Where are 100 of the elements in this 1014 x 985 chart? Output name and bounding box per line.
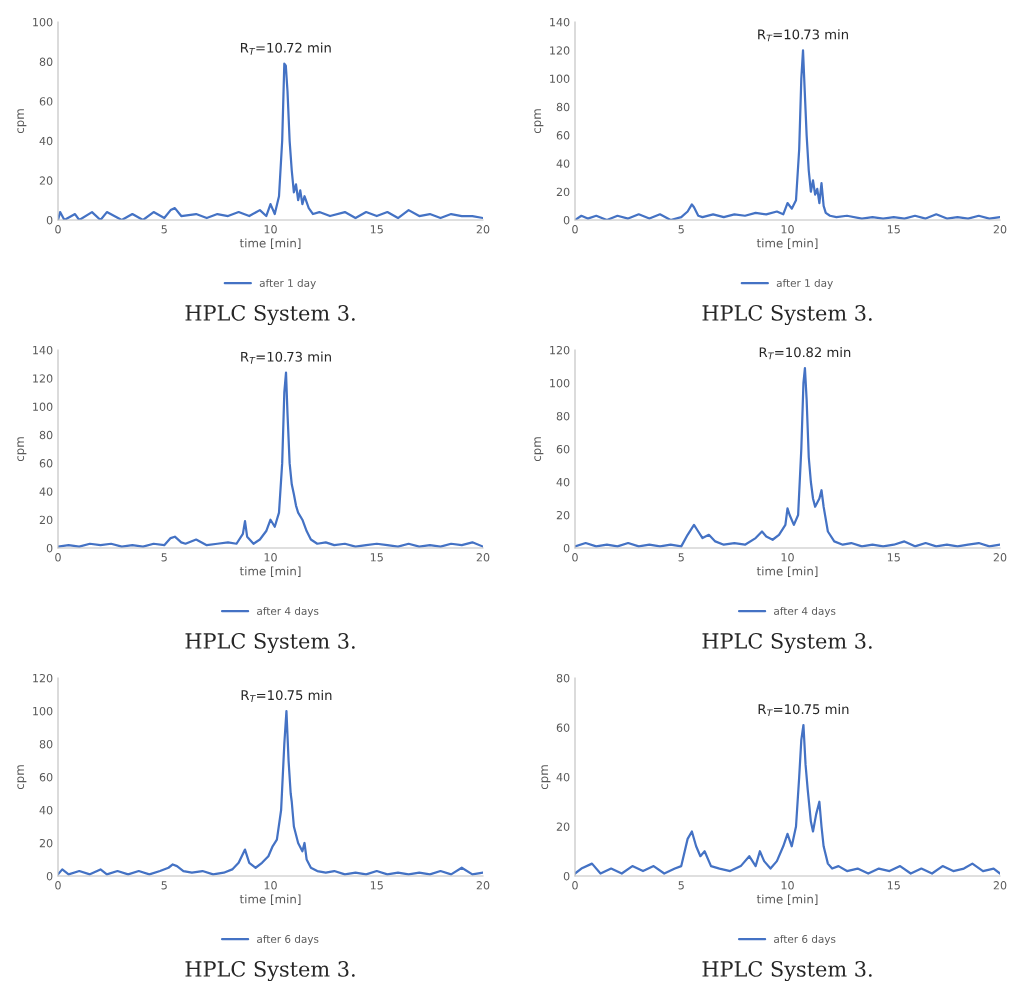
x-tick-label: 10	[264, 881, 277, 890]
text: HPLC System 3.	[702, 961, 872, 982]
y-tick-label: 60	[556, 131, 570, 140]
text: HPLC System 3.	[185, 305, 355, 326]
annotation: R$_{T}$=10.75 min	[758, 703, 849, 717]
y-tick-label: 140	[550, 17, 570, 27]
y-tick-label: 60	[556, 444, 570, 454]
y-tick-label: 40	[556, 772, 570, 782]
y-tick-label: 120	[33, 673, 53, 683]
text: HPLC System 3.	[185, 633, 355, 654]
x-tick-label: 5	[678, 881, 684, 890]
y-tick-label: 60	[39, 97, 53, 106]
x-tick-label: 20	[476, 553, 490, 562]
y-tick-label: 120	[33, 374, 53, 383]
y-tick-label: 80	[39, 57, 53, 66]
y-tick-label: 120	[550, 345, 570, 355]
text: HPLC System 3.	[702, 305, 872, 326]
x-tick-label: 10	[781, 553, 794, 562]
y-tick-label: 100	[33, 706, 53, 716]
y-tick-label: 0	[563, 215, 570, 225]
y-tick-label: 0	[46, 871, 53, 881]
y-tick-label: 20	[39, 176, 53, 185]
x-tick-label: 20	[993, 225, 1007, 234]
y-tick-label: 100	[33, 17, 53, 27]
x-axis-title: time [min]	[239, 238, 301, 249]
y-tick-label: 0	[46, 543, 53, 553]
x-axis-title: time [min]	[239, 566, 301, 577]
annotation: R$_{T}$=10.73 min	[758, 29, 848, 42]
x-tick-label: 15	[370, 881, 383, 890]
y-axis-title: cpm	[17, 109, 27, 134]
x-tick-label: 15	[887, 881, 900, 890]
y-tick-label: 60	[39, 772, 53, 782]
y-tick-label: 40	[39, 487, 53, 496]
x-tick-label: 0	[55, 881, 61, 890]
y-tick-label: 20	[556, 822, 570, 831]
y-tick-label: 20	[556, 510, 570, 520]
y-tick-label: 0	[563, 543, 570, 553]
x-tick-label: 20	[476, 225, 490, 234]
x-tick-label: 20	[993, 881, 1007, 890]
annotation: R$_{T}$=10.72 min	[240, 42, 331, 55]
y-axis-title: cpm	[17, 437, 27, 462]
y-tick-label: 100	[33, 402, 53, 411]
x-tick-label: 0	[55, 225, 61, 234]
annotation: R$_{T}$=10.75 min	[241, 689, 332, 703]
x-tick-label: 10	[264, 225, 277, 234]
legend-label: after 6 days	[257, 934, 319, 945]
y-tick-label: 60	[556, 723, 570, 732]
x-tick-label: 20	[993, 553, 1007, 562]
legend-label: after 4 days	[257, 606, 319, 617]
x-axis-title: time [min]	[756, 894, 818, 905]
x-tick-label: 15	[370, 553, 383, 562]
x-tick-label: 15	[370, 225, 383, 234]
x-tick-label: 5	[678, 225, 684, 234]
y-tick-label: 20	[39, 515, 53, 525]
y-tick-label: 80	[39, 739, 53, 749]
y-axis-title: cpm	[17, 765, 27, 790]
y-axis-title: cpm	[541, 765, 551, 790]
y-tick-label: 60	[39, 459, 53, 468]
y-tick-label: 40	[556, 477, 570, 487]
x-axis-title: time [min]	[756, 566, 818, 577]
x-tick-label: 10	[264, 553, 277, 562]
y-tick-label: 20	[556, 187, 570, 197]
x-tick-label: 15	[887, 553, 900, 562]
y-axis-title: cpm	[534, 437, 544, 462]
x-tick-label: 10	[781, 881, 794, 890]
annotation: R$_{T}$=10.82 min	[759, 347, 851, 360]
y-tick-label: 80	[556, 102, 570, 112]
y-tick-label: 80	[39, 430, 53, 440]
x-tick-label: 5	[161, 881, 167, 890]
y-tick-label: 80	[556, 411, 570, 421]
x-tick-label: 5	[161, 553, 167, 562]
x-tick-label: 0	[55, 553, 61, 562]
text: HPLC System 3.	[185, 961, 355, 982]
x-axis-title: time [min]	[756, 238, 818, 249]
legend-label: after 1 day	[776, 278, 833, 289]
y-tick-label: 40	[39, 136, 53, 146]
x-tick-label: 0	[572, 225, 578, 234]
annotation: R$_{T}$=10.73 min	[241, 351, 331, 364]
x-tick-label: 20	[476, 881, 490, 890]
y-tick-label: 80	[556, 673, 570, 683]
text: HPLC System 3.	[702, 633, 872, 654]
y-tick-label: 100	[550, 74, 570, 83]
y-tick-label: 0	[46, 215, 53, 225]
legend-label: after 1 day	[259, 278, 316, 289]
x-tick-label: 0	[572, 881, 578, 890]
y-tick-label: 40	[556, 159, 570, 168]
x-tick-label: 5	[161, 225, 167, 234]
x-tick-label: 0	[572, 553, 578, 562]
y-tick-label: 40	[39, 805, 53, 815]
legend-label: after 4 days	[774, 606, 836, 617]
x-tick-label: 15	[887, 225, 900, 234]
x-axis-title: time [min]	[239, 894, 301, 905]
y-tick-label: 140	[33, 345, 53, 355]
y-tick-label: 0	[563, 871, 570, 881]
legend-label: after 6 days	[774, 934, 836, 945]
x-tick-label: 10	[781, 225, 794, 234]
y-axis-title: cpm	[534, 109, 544, 134]
y-tick-label: 100	[550, 378, 570, 388]
y-tick-label: 20	[39, 838, 53, 848]
x-tick-label: 5	[678, 553, 684, 562]
